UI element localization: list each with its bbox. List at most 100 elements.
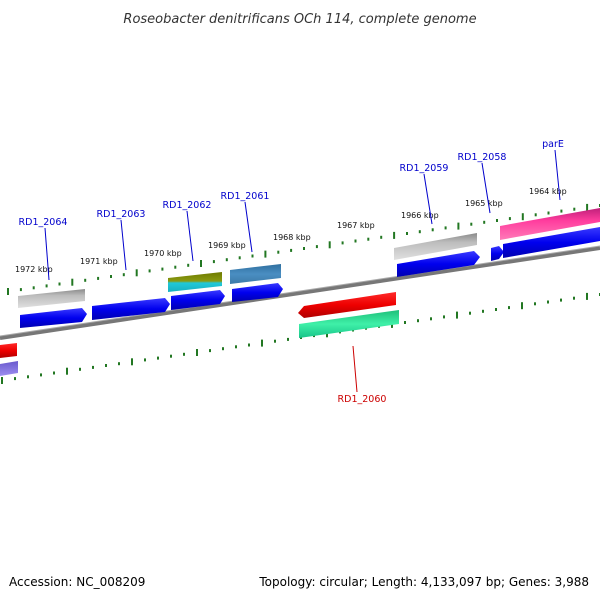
- outer-tick: [148, 269, 151, 273]
- feature-rd1-2059-arrow[interactable]: [397, 251, 480, 277]
- inner-tick: [430, 317, 432, 321]
- topology-summary-text: Topology: circular; Length: 4,133,097 bp…: [258, 575, 589, 589]
- gene-label-rd1-2058[interactable]: RD1_2058: [458, 152, 507, 163]
- feature-rd1-2064-arrow[interactable]: [20, 308, 87, 328]
- outer-tick: [251, 254, 254, 258]
- leader-rd1-2061: [244, 201, 253, 253]
- outer-tick: [367, 237, 370, 241]
- scale-label-1966: 1966 kbp: [401, 211, 439, 220]
- inner-tick: [118, 362, 120, 366]
- inner-tick: [144, 358, 146, 362]
- feature-left-red-partial[interactable]: [0, 343, 17, 358]
- gene-label-rd1-2063[interactable]: RD1_2063: [97, 209, 146, 220]
- outer-tick: [238, 256, 241, 260]
- inner-tick: [287, 337, 289, 341]
- outer-tick: [586, 203, 589, 211]
- gene-label-rd1-2062[interactable]: RD1_2062: [163, 200, 212, 211]
- outer-tick: [380, 235, 383, 239]
- outer-tick: [573, 207, 576, 211]
- feature-rd1-2062-block[interactable]: [168, 272, 222, 292]
- outer-tick: [71, 278, 74, 286]
- inner-tick: [79, 367, 81, 371]
- outer-tick: [84, 278, 87, 282]
- feature-pare-arrow[interactable]: [503, 227, 600, 258]
- outer-tick: [200, 260, 202, 267]
- scale-label-1965: 1965 kbp: [465, 199, 503, 208]
- leader-rd1-2058: [481, 162, 491, 214]
- inner-tick: [495, 308, 497, 311]
- outer-tick: [328, 241, 331, 249]
- outer-tick: [457, 222, 460, 230]
- gene-label-rd1-2061[interactable]: RD1_2061: [221, 191, 270, 202]
- inner-tick: [53, 371, 55, 375]
- feature-rd1-2062-arrow[interactable]: [171, 290, 225, 310]
- outer-tick: [122, 273, 125, 277]
- inner-tick: [131, 358, 133, 366]
- outer-tick: [7, 288, 9, 295]
- outer-tick: [212, 260, 215, 264]
- outer-tick: [560, 209, 563, 213]
- feature-rd1-2060-block[interactable]: [299, 310, 399, 338]
- leader-rd1-2059: [423, 173, 433, 225]
- outer-tick: [161, 267, 164, 271]
- feature-rd1-2064-gray[interactable]: [18, 289, 85, 308]
- inner-tick: [508, 306, 510, 310]
- inner-tick: [27, 375, 29, 379]
- inner-tick: [560, 298, 562, 302]
- inner-tick: [456, 311, 458, 319]
- genome-backbone: [0, 246, 600, 340]
- feature-left-violet-partial[interactable]: [0, 361, 18, 376]
- gene-label-rd1-2060[interactable]: RD1_2060: [338, 394, 387, 405]
- scale-label-1969: 1969 kbp: [208, 241, 246, 250]
- gene-label-rd1-2059[interactable]: RD1_2059: [400, 163, 449, 174]
- outer-tick: [521, 213, 524, 221]
- inner-tick: [482, 309, 484, 313]
- inner-tick: [105, 364, 107, 367]
- inner-tick: [14, 377, 16, 381]
- scale-label-1970: 1970 kbp: [144, 249, 182, 258]
- label-leaders: [44, 149, 561, 281]
- outer-tick: [225, 258, 228, 262]
- feature-rd1-2061-arrow[interactable]: [232, 283, 283, 302]
- outer-tick: [264, 250, 267, 258]
- outer-tick: [19, 288, 22, 292]
- scale-label-1964: 1964 kbp: [529, 187, 567, 196]
- scale-label-1971: 1971 kbp: [80, 257, 118, 266]
- outer-tick: [444, 226, 447, 230]
- outer-tick: [187, 263, 190, 267]
- genome-backbone-highlight: [0, 245, 600, 337]
- feature-rd1-2058-arrow[interactable]: [491, 246, 504, 261]
- inner-tick: [443, 315, 445, 319]
- gene-label-rd1-2064[interactable]: RD1_2064: [19, 217, 68, 228]
- inner-tick: [417, 319, 419, 323]
- inner-tick: [66, 367, 68, 375]
- outer-tick: [406, 232, 408, 235]
- outer-tick: [354, 239, 357, 243]
- scale-label-1967: 1967 kbp: [337, 221, 375, 230]
- inner-tick: [157, 356, 159, 360]
- inner-tick: [183, 352, 185, 356]
- accession-text: Accession: NC_008209: [9, 575, 145, 589]
- leader-rd1-2063: [120, 219, 127, 271]
- feature-rd1-2060-arrow[interactable]: [298, 292, 396, 318]
- inner-tick: [222, 347, 224, 351]
- scale-label-1972: 1972 kbp: [15, 265, 53, 274]
- outer-tick: [315, 245, 318, 249]
- outer-tick: [483, 220, 486, 224]
- leader-rd1-2064: [44, 227, 50, 281]
- feature-rd1-2063-arrow[interactable]: [92, 298, 170, 320]
- outer-tick: [174, 265, 177, 269]
- outer-tick: [32, 286, 35, 290]
- inner-tick: [534, 302, 536, 306]
- feature-pare-block[interactable]: [500, 208, 600, 240]
- inner-tick: [586, 292, 588, 300]
- outer-tick: [431, 228, 434, 232]
- gene-label-pare[interactable]: parE: [542, 139, 564, 150]
- outer-tick-row: [7, 203, 600, 295]
- feature-rd1-2061-block[interactable]: [230, 264, 281, 284]
- outer-tick: [135, 269, 138, 277]
- outer-tick: [45, 284, 48, 288]
- inner-tick: [92, 365, 94, 369]
- feature-rd1-2059-gray[interactable]: [394, 233, 477, 260]
